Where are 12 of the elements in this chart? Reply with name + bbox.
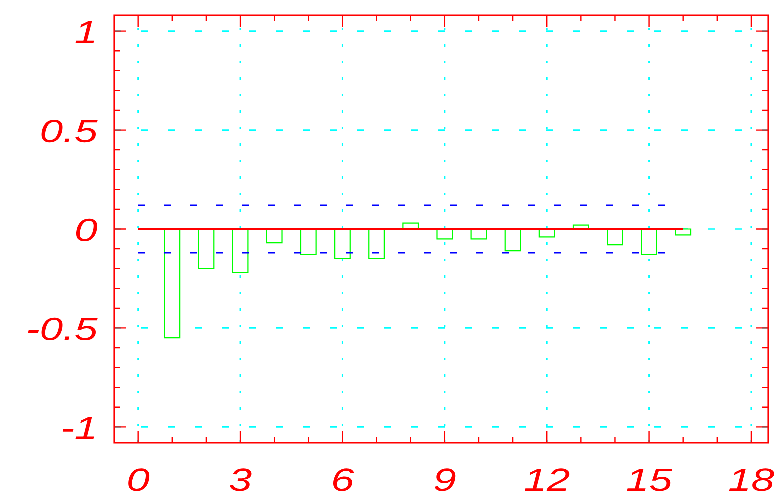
y-tick-label: -1 bbox=[62, 417, 94, 440]
y-tick-label: -0.5 bbox=[28, 318, 98, 341]
y-tick-label: 1 bbox=[76, 21, 94, 44]
y-tick-label: 0.5 bbox=[42, 120, 98, 143]
x-tick-label: 9 bbox=[434, 468, 456, 492]
x-tick-label: 12 bbox=[525, 468, 570, 491]
x-tick-label: 0 bbox=[128, 468, 150, 492]
x-tick-label: 6 bbox=[333, 468, 354, 492]
x-tick-label: 3 bbox=[230, 468, 252, 492]
x-tick-label: 15 bbox=[627, 468, 673, 492]
x-tick-label: 18 bbox=[729, 468, 774, 492]
y-tick-label: 0 bbox=[76, 218, 98, 242]
